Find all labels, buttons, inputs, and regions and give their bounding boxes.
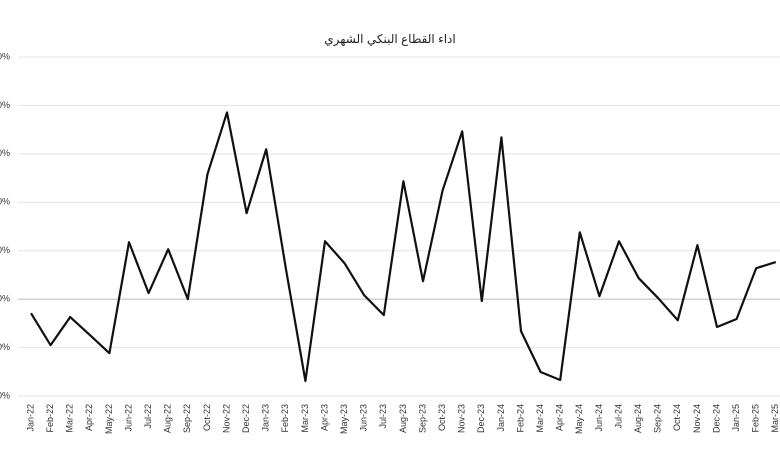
y-tick-label: 0.0% bbox=[0, 294, 10, 304]
y-tick-label: 2.0% bbox=[0, 245, 10, 255]
x-tick-label: Dec-22 bbox=[241, 404, 251, 433]
x-tick-label: Jan-25 bbox=[731, 404, 741, 432]
x-tick-label: Oct-23 bbox=[437, 404, 447, 431]
x-tick-label: Dec-24 bbox=[711, 404, 721, 433]
x-tick-label: Dec-23 bbox=[476, 404, 486, 433]
x-tick-label: Jun-22 bbox=[123, 404, 133, 432]
x-tick-label: Aug-23 bbox=[398, 404, 408, 433]
x-tick-label: Jun-23 bbox=[359, 404, 369, 432]
x-tick-label: May-24 bbox=[574, 404, 584, 434]
x-tick-label: Jul-22 bbox=[143, 404, 153, 429]
y-tick-label: 8.0% bbox=[0, 100, 10, 110]
x-tick-label: Mar-25 bbox=[770, 404, 780, 433]
x-tick-label: Jan-23 bbox=[261, 404, 271, 432]
x-tick-label: Apr-22 bbox=[84, 404, 94, 431]
y-tick-label: -2.0% bbox=[0, 342, 10, 352]
x-tick-label: Nov-24 bbox=[692, 404, 702, 433]
x-tick-label: Feb-24 bbox=[515, 404, 525, 433]
x-tick-label: May-22 bbox=[104, 404, 114, 434]
x-tick-label: Aug-24 bbox=[633, 404, 643, 433]
x-tick-label: Sep-24 bbox=[653, 404, 663, 433]
x-tick-label: Apr-23 bbox=[319, 404, 329, 431]
x-tick-label: Jun-24 bbox=[594, 404, 604, 432]
x-tick-label: Feb-25 bbox=[751, 404, 761, 433]
x-tick-label: Mar-24 bbox=[535, 404, 545, 433]
x-tick-label: Jan-24 bbox=[496, 404, 506, 432]
x-tick-label: Jul-24 bbox=[613, 404, 623, 429]
x-tick-label: Nov-23 bbox=[457, 404, 467, 433]
x-tick-label: Sep-22 bbox=[182, 404, 192, 433]
x-tick-label: Jan-22 bbox=[25, 404, 35, 432]
x-tick-label: Oct-22 bbox=[202, 404, 212, 431]
y-tick-label: 4.0% bbox=[0, 197, 10, 207]
y-tick-label: 6.0% bbox=[0, 148, 10, 158]
x-tick-label: Apr-24 bbox=[555, 404, 565, 431]
chart-title: اداء القطاع البنكي الشهري bbox=[324, 32, 455, 47]
x-tick-label: Mar-22 bbox=[65, 404, 75, 433]
x-tick-label: Oct-24 bbox=[672, 404, 682, 431]
x-tick-label: Mar-23 bbox=[300, 404, 310, 433]
data-line bbox=[30, 111, 777, 383]
x-tick-label: Aug-22 bbox=[163, 404, 173, 433]
y-tick-label: -4.0% bbox=[0, 390, 10, 400]
x-tick-label: Feb-23 bbox=[280, 404, 290, 433]
y-tick-label: 10.0% bbox=[0, 51, 10, 61]
x-tick-label: May-23 bbox=[339, 404, 349, 434]
x-tick-label: Sep-23 bbox=[417, 404, 427, 433]
x-tick-label: Jul-23 bbox=[378, 404, 388, 429]
x-tick-label: Feb-22 bbox=[45, 404, 55, 433]
x-tick-label: Nov-22 bbox=[221, 404, 231, 433]
